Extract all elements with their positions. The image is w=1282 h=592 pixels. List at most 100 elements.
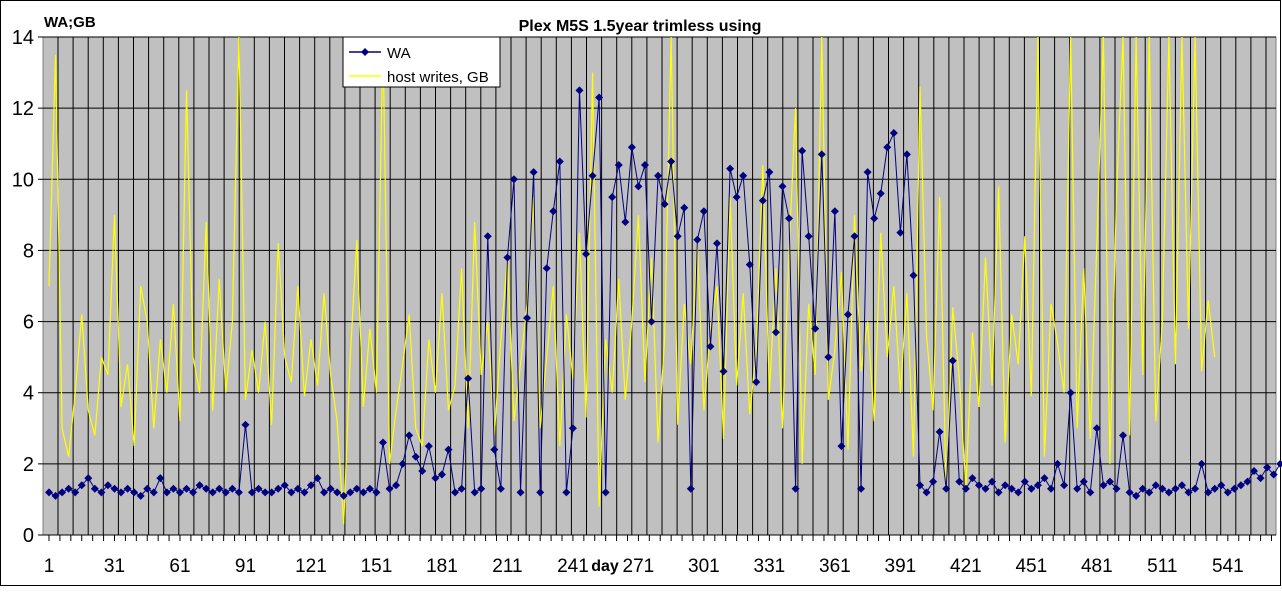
- wa-point: [588, 171, 597, 180]
- wa-point: [483, 232, 492, 241]
- wa-point: [130, 488, 139, 497]
- wa-point: [935, 427, 944, 436]
- wa-point: [811, 324, 820, 333]
- wa-point: [582, 249, 591, 258]
- wa-point: [549, 207, 558, 216]
- wa-point: [771, 328, 780, 337]
- x-tick-label: 241: [557, 556, 589, 577]
- wa-point: [673, 232, 682, 241]
- wa-point: [667, 157, 676, 166]
- wa-point: [883, 143, 892, 152]
- wa-point: [477, 484, 486, 493]
- x-tick-label: 1: [44, 556, 55, 577]
- wa-point: [1040, 474, 1049, 483]
- wa-point: [1263, 463, 1272, 472]
- wa-point: [1132, 491, 1141, 500]
- wa-point: [470, 488, 479, 497]
- wa-point: [614, 161, 623, 170]
- wa-point: [942, 484, 951, 493]
- wa-point: [804, 232, 813, 241]
- wa-point: [339, 491, 348, 500]
- wa-point: [1191, 484, 1200, 493]
- wa-point: [922, 488, 931, 497]
- wa-point: [758, 196, 767, 205]
- host-writes-line: [48, 36, 1216, 525]
- wa-point: [202, 484, 211, 493]
- wa-point: [51, 491, 60, 500]
- wa-point: [248, 488, 257, 497]
- wa-point: [333, 488, 342, 497]
- wa-point: [84, 474, 93, 483]
- wa-point: [1250, 466, 1259, 475]
- wa-point: [948, 356, 957, 365]
- wa-point: [608, 193, 617, 202]
- wa-point: [1079, 477, 1088, 486]
- wa-point: [1164, 488, 1173, 497]
- wa-point: [824, 353, 833, 362]
- wa-point: [1243, 477, 1252, 486]
- wa-point: [798, 146, 807, 155]
- wa-point: [706, 342, 715, 351]
- y-tick-label: 12: [12, 98, 34, 120]
- x-tick-label: 481: [1081, 556, 1113, 577]
- wa-point: [117, 488, 126, 497]
- wa-point: [149, 488, 158, 497]
- x-tick-label: 31: [104, 556, 125, 577]
- y-axis-ticks: 0 2 4 6 8 10 12 14: [12, 27, 43, 547]
- wa-point: [1007, 484, 1016, 493]
- wa-point: [300, 488, 309, 497]
- wa-point: [215, 484, 224, 493]
- wa-point: [490, 445, 499, 454]
- wa-point: [739, 171, 748, 180]
- legend-box: [342, 36, 501, 88]
- wa-point: [1184, 488, 1193, 497]
- wa-point: [195, 481, 204, 490]
- y-tick-label: 10: [12, 169, 34, 191]
- wa-point: [509, 175, 518, 184]
- wa-point: [97, 488, 106, 497]
- wa-point: [555, 157, 564, 166]
- wa-point: [293, 484, 302, 493]
- y-tick-label: 0: [23, 525, 34, 547]
- wa-point: [457, 484, 466, 493]
- x-axis-ticks: 1 31 61 91 121 151 181 211 241 271 301 331 361 391 421…: [44, 535, 1272, 577]
- wa-point: [287, 488, 296, 497]
- wa-point: [1033, 481, 1042, 490]
- wa-point: [896, 228, 905, 237]
- wa-point: [64, 484, 73, 493]
- wa-point: [326, 484, 335, 493]
- x-tick-label: 331: [754, 556, 786, 577]
- wa-point: [169, 484, 178, 493]
- x-tick-label: 391: [885, 556, 917, 577]
- wa-point: [274, 484, 283, 493]
- wa-point: [464, 374, 473, 383]
- x-tick-label: 181: [426, 556, 458, 577]
- wa-point: [1020, 477, 1029, 486]
- wa-point: [208, 488, 217, 497]
- wa-point: [254, 484, 263, 493]
- x-tick-label: 421: [950, 556, 982, 577]
- wa-point: [392, 481, 401, 490]
- wa-point: [385, 484, 394, 493]
- x-tick-label: 61: [169, 556, 190, 577]
- wa-point: [1073, 484, 1082, 493]
- wa-point: [640, 161, 649, 170]
- x-tick-label: 301: [688, 556, 720, 577]
- wa-point: [280, 481, 289, 490]
- wa-point: [791, 484, 800, 493]
- wa-point: [1217, 481, 1226, 490]
- wa-point: [90, 484, 99, 493]
- wa-point: [1099, 481, 1108, 490]
- wa-point: [352, 484, 361, 493]
- wa-series: [45, 86, 1282, 500]
- wa-point: [660, 200, 669, 209]
- wa-point: [968, 474, 977, 483]
- wa-point: [136, 491, 145, 500]
- wa-point: [680, 203, 689, 212]
- wa-point: [1223, 488, 1232, 497]
- wa-point: [1112, 484, 1121, 493]
- wa-point: [857, 484, 866, 493]
- wa-point: [228, 484, 237, 493]
- vertical-gridlines: [57, 37, 1267, 535]
